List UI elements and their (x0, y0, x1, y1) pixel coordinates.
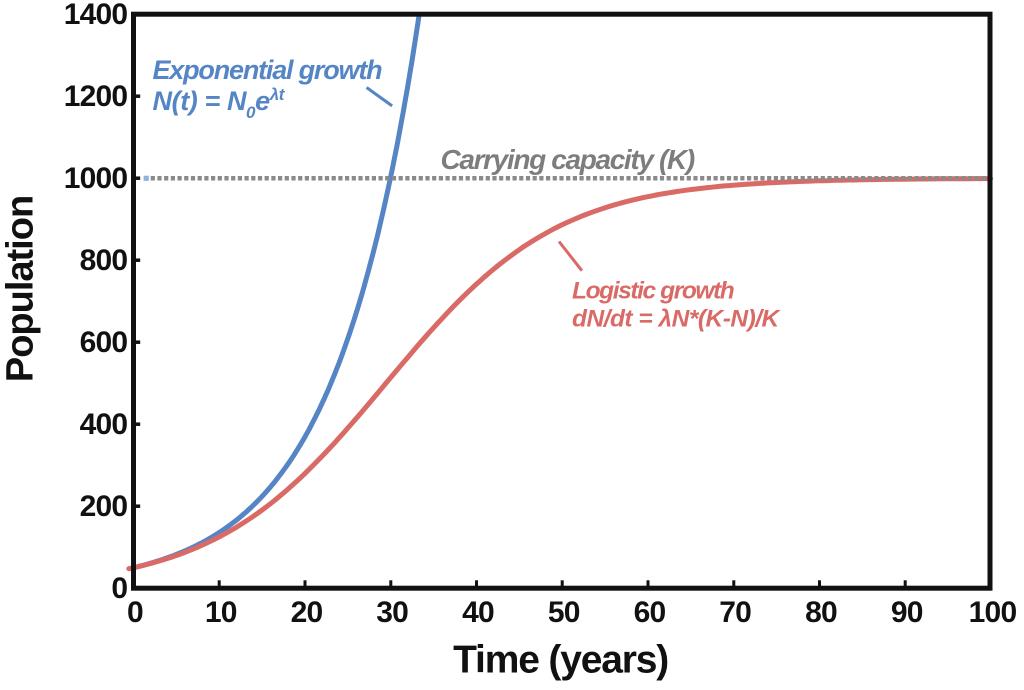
svg-text:90: 90 (891, 596, 923, 629)
svg-text:800: 800 (80, 244, 128, 277)
svg-text:30: 30 (376, 596, 408, 629)
svg-text:80: 80 (805, 596, 837, 629)
svg-text:dN/dt = λN*(K-N)/K: dN/dt = λN*(K-N)/K (572, 306, 782, 333)
svg-text:400: 400 (80, 408, 128, 441)
svg-text:200: 200 (80, 490, 128, 523)
svg-text:70: 70 (719, 596, 751, 629)
svg-text:1000: 1000 (64, 162, 128, 195)
svg-text:Population: Population (0, 196, 42, 382)
svg-text:Carrying capacity (K): Carrying capacity (K) (441, 144, 695, 175)
svg-text:600: 600 (80, 326, 128, 359)
svg-text:1200: 1200 (64, 80, 128, 113)
svg-text:N(t) = N0eλt: N(t) = N0eλt (153, 85, 286, 122)
svg-text:0: 0 (111, 572, 127, 605)
svg-text:10: 10 (205, 596, 237, 629)
svg-text:100: 100 (969, 596, 1017, 629)
svg-text:0: 0 (127, 596, 143, 629)
svg-text:Logistic growth: Logistic growth (572, 278, 734, 305)
svg-text:20: 20 (291, 596, 323, 629)
svg-text:Time (years): Time (years) (453, 639, 668, 682)
svg-text:Exponential growth: Exponential growth (153, 55, 383, 85)
svg-text:60: 60 (634, 596, 666, 629)
svg-text:1400: 1400 (64, 0, 128, 31)
svg-text:50: 50 (548, 596, 580, 629)
svg-text:40: 40 (462, 596, 494, 629)
